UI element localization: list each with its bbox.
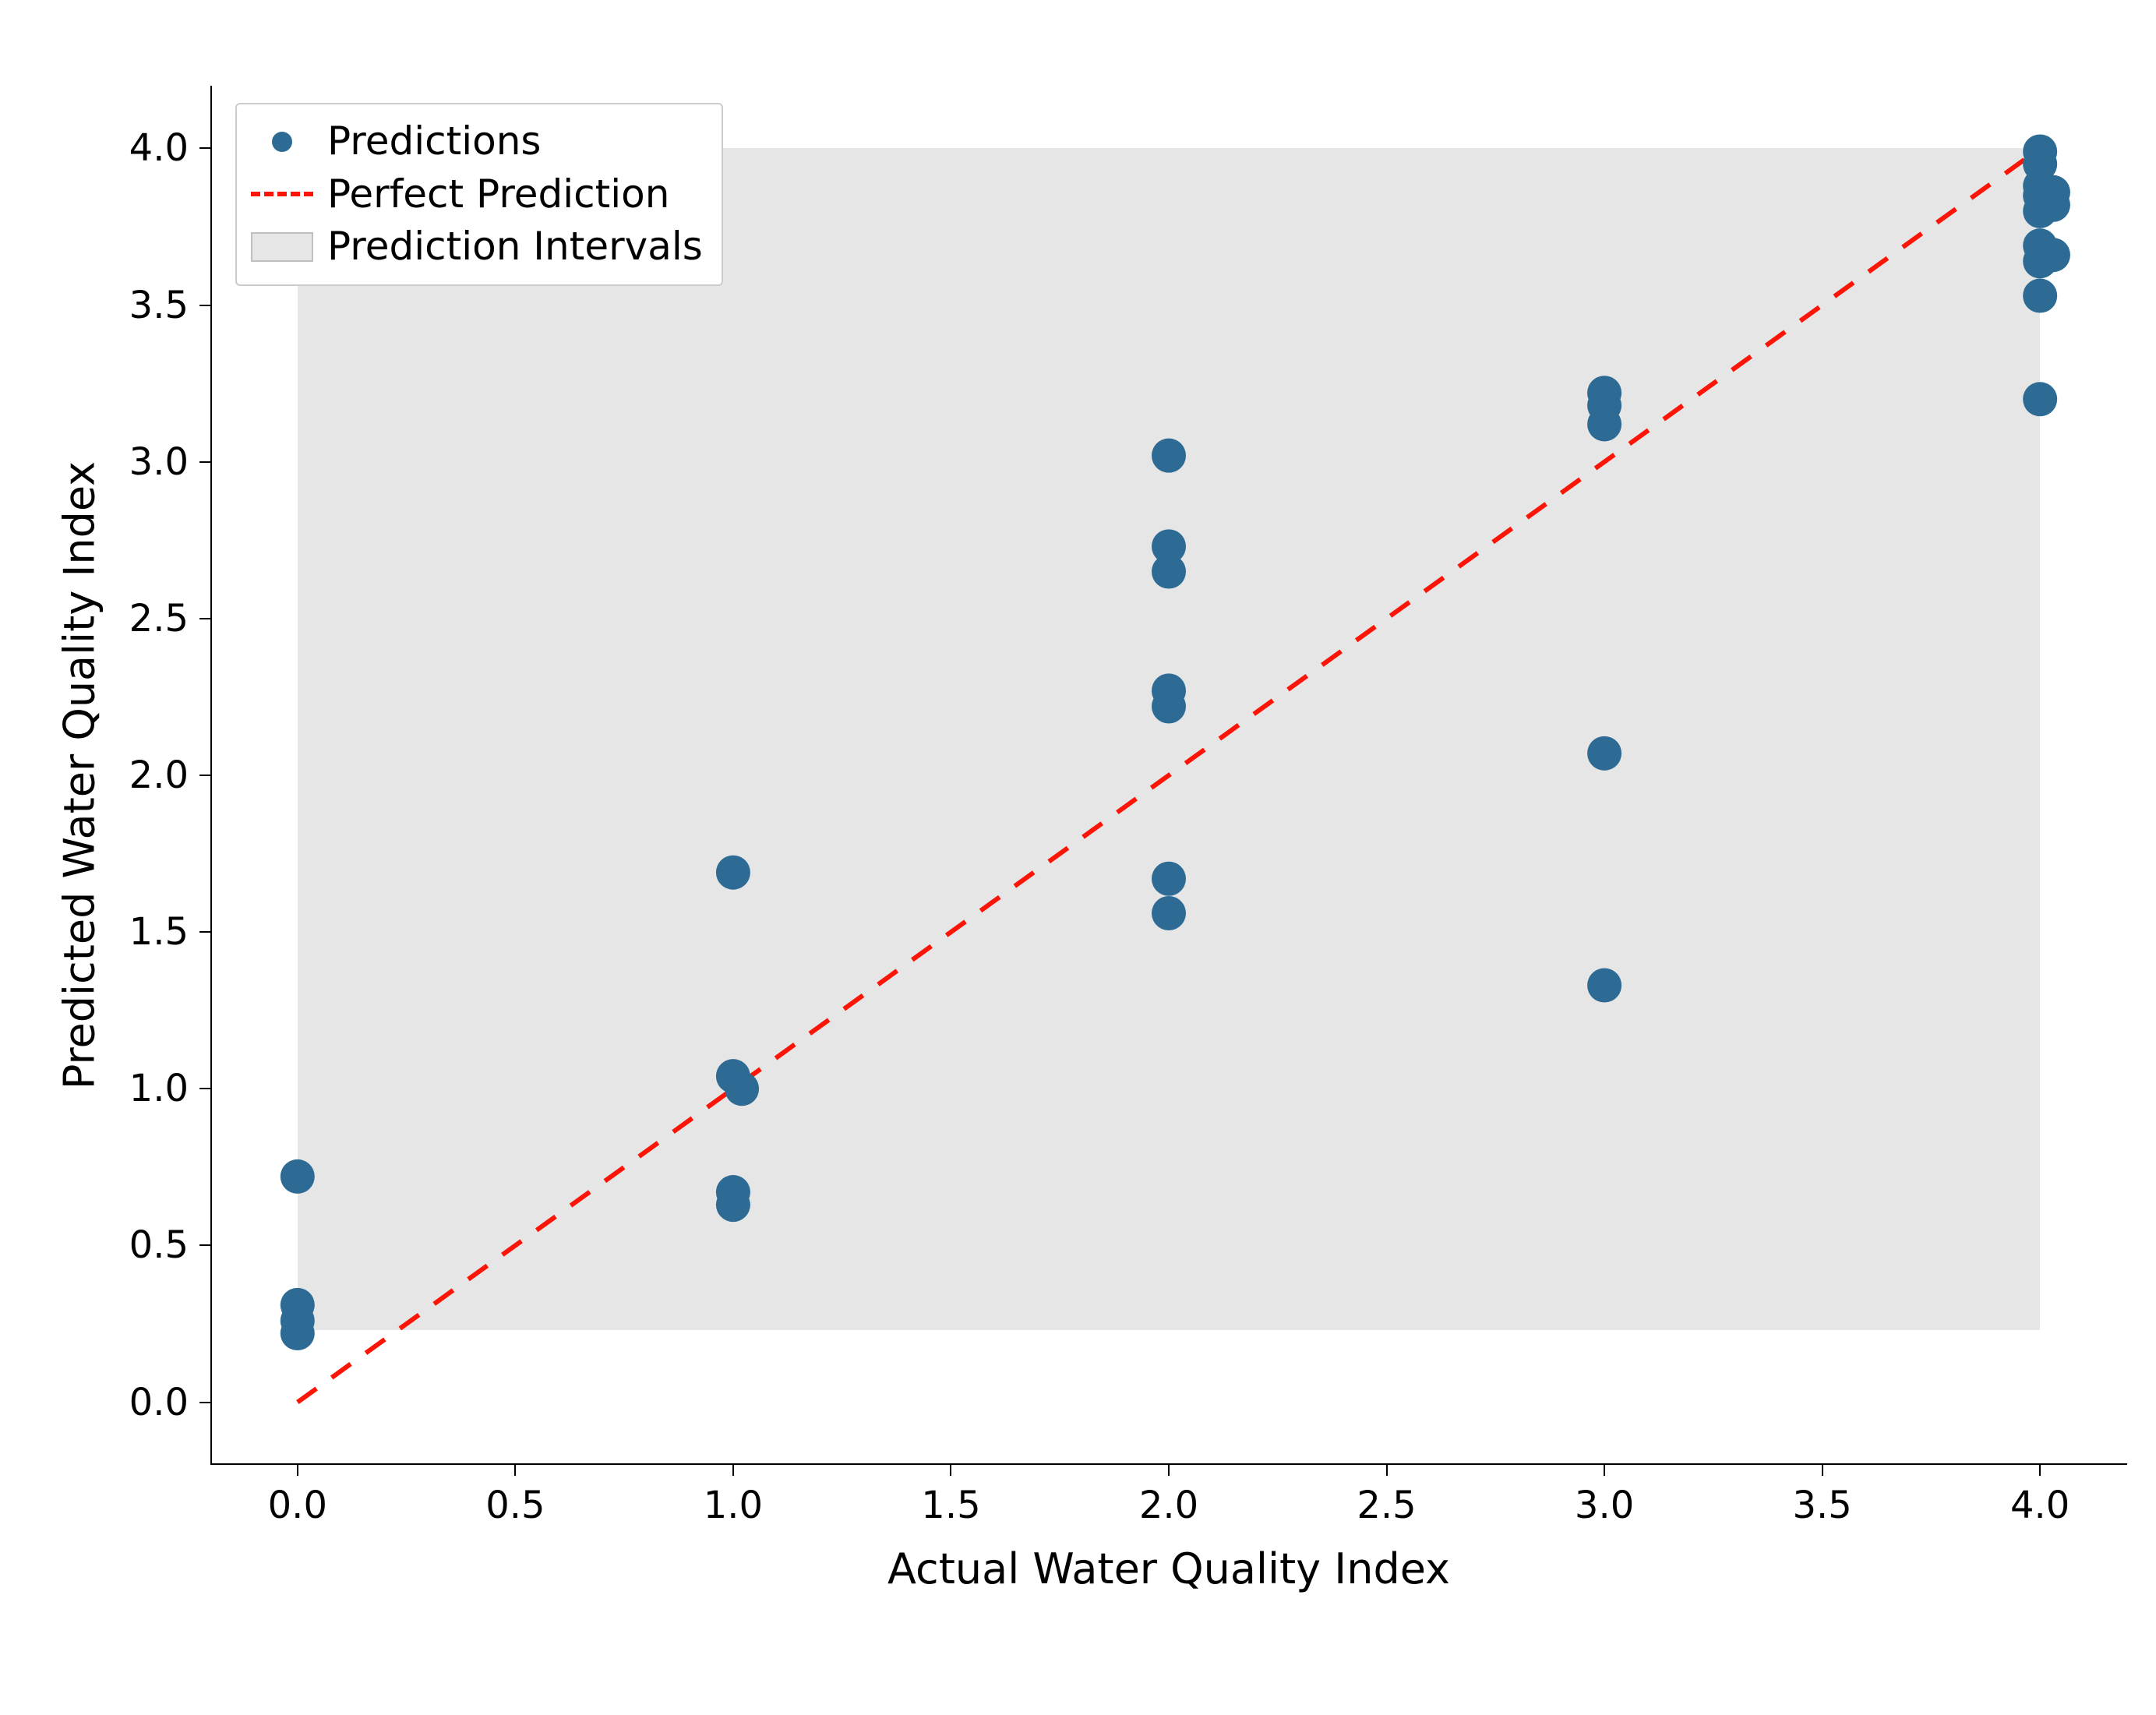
y-tick — [199, 147, 210, 149]
data-point — [1587, 376, 1621, 410]
dot-icon — [272, 132, 292, 152]
data-point — [2023, 382, 2057, 416]
y-tick-label: 0.0 — [129, 1381, 189, 1424]
legend-item: Predictions — [251, 115, 703, 168]
x-tick — [732, 1465, 734, 1476]
x-tick-label: 1.5 — [921, 1484, 980, 1527]
data-point — [2023, 134, 2057, 168]
data-point — [1152, 673, 1186, 708]
perfect-prediction-line — [298, 148, 2040, 1402]
data-point — [1152, 529, 1186, 563]
legend-label: Predictions — [327, 115, 541, 168]
y-tick — [199, 618, 210, 619]
x-tick-label: 2.0 — [1139, 1484, 1198, 1527]
y-tick — [199, 1402, 210, 1403]
x-tick — [514, 1465, 516, 1476]
data-point — [1152, 862, 1186, 896]
y-tick-label: 1.0 — [129, 1067, 189, 1110]
x-tick-label: 0.5 — [485, 1484, 545, 1527]
scatter-chart: 0.0 0.5 1.0 1.5 2.0 2.5 3.0 3.5 4.0 0.0 0.5 1.0 1.5 2… — [31, 31, 2156, 1684]
data-point — [281, 1159, 315, 1194]
x-tick — [297, 1465, 298, 1476]
x-tick-label: 3.0 — [1575, 1484, 1634, 1527]
y-tick — [199, 1088, 210, 1089]
y-tick-label: 1.5 — [129, 910, 189, 954]
x-tick-label: 1.0 — [704, 1484, 763, 1527]
legend-swatch — [251, 178, 313, 210]
x-tick — [1168, 1465, 1170, 1476]
legend-swatch — [251, 126, 313, 157]
y-tick-label: 0.5 — [129, 1223, 189, 1267]
legend-item: Prediction Intervals — [251, 221, 703, 273]
data-point — [2036, 175, 2070, 210]
legend-swatch — [251, 231, 313, 263]
x-tick — [950, 1465, 951, 1476]
legend-label: Perfect Prediction — [327, 168, 669, 221]
x-tick-label: 3.5 — [1792, 1484, 1851, 1527]
x-tick — [2039, 1465, 2041, 1476]
y-tick-label: 2.0 — [129, 753, 189, 797]
x-tick — [1822, 1465, 1823, 1476]
data-point — [2036, 238, 2070, 272]
y-tick — [199, 461, 210, 463]
x-tick — [1386, 1465, 1388, 1476]
data-point — [1152, 896, 1186, 930]
data-point — [1587, 969, 1621, 1003]
y-tick-label: 4.0 — [129, 126, 189, 170]
x-tick-label: 4.0 — [2010, 1484, 2070, 1527]
x-axis-label: Actual Water Quality Index — [887, 1544, 1450, 1593]
y-tick — [199, 305, 210, 306]
y-tick-label: 2.5 — [129, 597, 189, 640]
x-tick — [1604, 1465, 1605, 1476]
x-tick-label: 0.0 — [268, 1484, 327, 1527]
legend: PredictionsPerfect PredictionPrediction … — [235, 103, 723, 286]
y-axis-label: Predicted Water Quality Index — [55, 461, 104, 1089]
data-point — [716, 1175, 750, 1209]
data-point — [1152, 439, 1186, 473]
rect-icon — [251, 232, 313, 262]
data-point — [1587, 736, 1621, 771]
legend-item: Perfect Prediction — [251, 168, 703, 221]
data-point — [281, 1288, 315, 1322]
legend-label: Prediction Intervals — [327, 221, 703, 273]
y-tick-label: 3.0 — [129, 440, 189, 484]
data-point — [2023, 279, 2057, 313]
x-tick-label: 2.5 — [1357, 1484, 1416, 1527]
y-tick — [199, 775, 210, 776]
data-point — [716, 856, 750, 890]
y-tick-label: 3.5 — [129, 284, 189, 327]
y-tick — [199, 931, 210, 933]
dash-line-icon — [251, 192, 313, 196]
y-tick — [199, 1244, 210, 1246]
data-point — [716, 1059, 750, 1093]
